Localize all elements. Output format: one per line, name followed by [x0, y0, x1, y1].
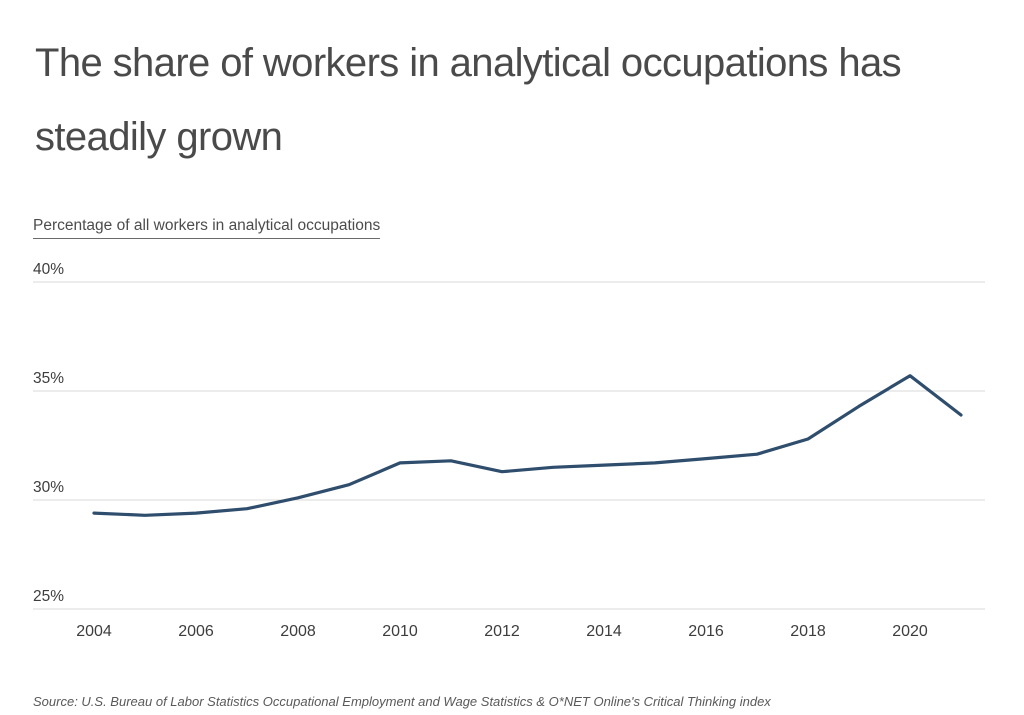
y-tick-label: 40%: [33, 261, 64, 278]
y-tick-label: 35%: [33, 370, 64, 387]
y-tick-label: 25%: [33, 588, 64, 605]
x-tick-label: 2012: [484, 623, 520, 640]
x-tick-label: 2020: [892, 623, 928, 640]
x-tick-label: 2018: [790, 623, 826, 640]
y-tick-label: 30%: [33, 479, 64, 496]
x-tick-label: 2006: [178, 623, 214, 640]
x-tick-label: 2004: [76, 623, 112, 640]
x-tick-label: 2014: [586, 623, 622, 640]
source-note: Source: U.S. Bureau of Labor Statistics …: [33, 694, 771, 709]
x-tick-label: 2010: [382, 623, 418, 640]
x-tick-label: 2008: [280, 623, 316, 640]
x-tick-label: 2016: [688, 623, 724, 640]
chart-title: The share of workers in analytical occup…: [35, 41, 902, 159]
data-line: [92, 374, 963, 517]
y-axis-title: Percentage of all workers in analytical …: [33, 217, 381, 239]
